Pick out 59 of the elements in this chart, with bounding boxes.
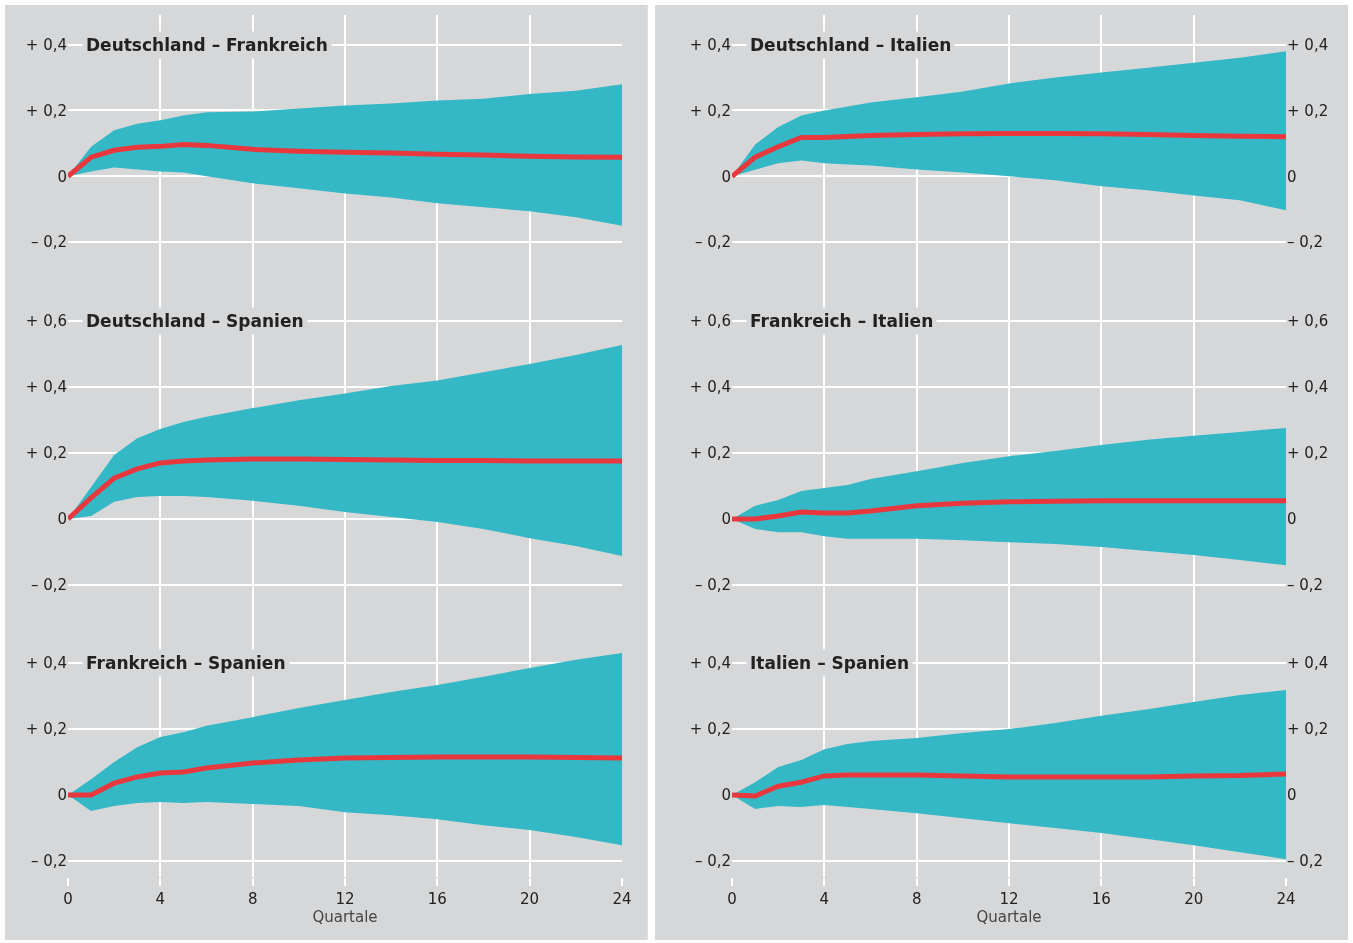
y-tick-label: + 0,4 [25,378,67,397]
text: Deutschland – Spanien [86,311,304,331]
y-tick-label: – 0,2 [694,576,732,595]
y2-tick-label: + 0,2 [1287,720,1329,739]
y2-tick-label: + 0,4 [1287,654,1329,673]
x-tick-label: 20 [1184,890,1204,908]
text: Italien – Spanien [750,653,909,673]
y-tick-label: + 0,4 [25,654,67,673]
y-tick-label: + 0,4 [689,35,732,54]
y2-tick-label: + 0,2 [1287,101,1329,120]
x-axis-title: Quartale [312,908,378,926]
x-tick-label: 12 [335,890,355,908]
y-tick-label: + 0,4 [25,35,67,54]
y-tick-label: – 0,2 [694,852,732,871]
x-tick-label: 24 [1276,890,1296,908]
x-tick-label: 8 [247,890,258,908]
y-tick-label: – 0,2 [30,852,67,871]
y-tick-label: 0 [721,510,732,529]
y-tick-label: 0 [721,786,732,805]
y2-tick-label: + 0,4 [1287,378,1329,397]
x-tick-label: 12 [999,890,1019,908]
y-tick-label: + 0,2 [689,101,732,120]
x-tick-label: 24 [612,890,632,908]
y-tick-label: + 0,2 [25,720,67,739]
x-tick-label: 4 [155,890,166,908]
y-tick-label: – 0,2 [30,233,67,252]
y2-tick-label: + 0,2 [1287,444,1329,463]
text: Deutschland – Italien [750,35,952,55]
y-tick-label: + 0,2 [25,101,67,120]
y-tick-label: + 0,6 [689,312,732,331]
y-tick-label: + 0,2 [25,444,67,463]
y-tick-label: 0 [57,167,67,186]
y-tick-label: – 0,2 [30,576,67,595]
y-tick-label: – 0,2 [694,233,732,252]
y2-tick-label: + 0,4 [1287,35,1329,54]
y2-tick-label: – 0,2 [1287,852,1324,871]
y-tick-label: + 0,2 [689,444,732,463]
y-tick-label: + 0,6 [25,312,67,331]
y2-tick-label: 0 [1287,510,1297,529]
x-tick-label: 8 [911,890,922,908]
y-tick-label: + 0,4 [689,654,732,673]
y-tick-label: 0 [57,786,67,805]
y2-tick-label: + 0,6 [1287,312,1329,331]
x-axis-title: Quartale [976,908,1042,926]
x-tick-label: 4 [819,890,830,908]
x-tick-label: 20 [520,890,540,908]
y-tick-label: + 0,4 [689,378,732,397]
text: Frankreich – Italien [750,311,934,331]
y2-tick-label: – 0,2 [1287,233,1324,252]
text: Frankreich – Spanien [86,653,286,673]
x-tick-label: 16 [427,890,447,908]
x-tick-label: 16 [1091,890,1111,908]
y2-tick-label: – 0,2 [1287,576,1324,595]
y-tick-label: 0 [57,510,67,529]
y2-tick-label: 0 [1287,167,1297,186]
y-tick-label: + 0,2 [689,720,732,739]
y2-tick-label: 0 [1287,786,1297,805]
text: Deutschland – Frankreich [86,35,328,55]
y-tick-label: 0 [721,167,732,186]
